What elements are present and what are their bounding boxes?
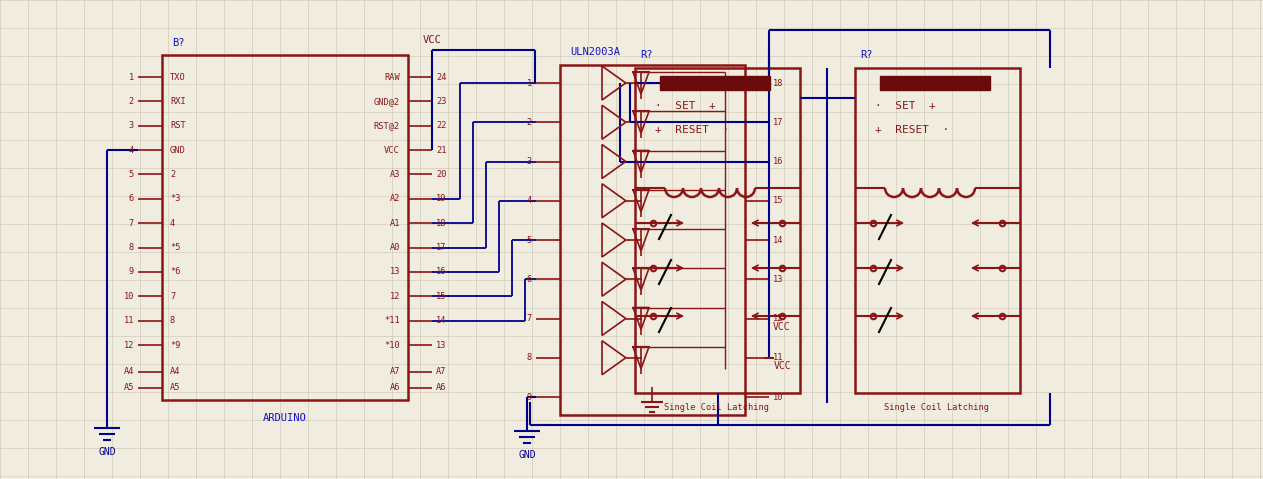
Text: 9: 9 <box>129 267 134 276</box>
Bar <box>162 55 408 400</box>
Text: 2: 2 <box>171 170 176 179</box>
Text: 24: 24 <box>436 72 447 81</box>
Text: 20: 20 <box>436 170 447 179</box>
Text: 14: 14 <box>773 236 783 244</box>
Text: 9: 9 <box>527 392 532 401</box>
Text: A0: A0 <box>389 243 400 252</box>
Text: 15: 15 <box>436 292 447 301</box>
Text: 7: 7 <box>171 292 176 301</box>
Text: A7: A7 <box>436 367 447 376</box>
Text: Single Coil Latching: Single Coil Latching <box>664 403 769 412</box>
Text: 10: 10 <box>124 292 134 301</box>
Text: A7: A7 <box>389 367 400 376</box>
Text: VCC: VCC <box>773 321 791 331</box>
Text: A6: A6 <box>389 384 400 392</box>
Bar <box>880 76 990 90</box>
Text: 16: 16 <box>773 157 783 166</box>
Text: GND: GND <box>518 450 536 460</box>
Text: RAW: RAW <box>384 72 400 81</box>
Text: 23: 23 <box>436 97 447 106</box>
Text: 5: 5 <box>527 236 532 244</box>
Text: A6: A6 <box>436 384 447 392</box>
Text: 17: 17 <box>773 118 783 127</box>
Text: 13: 13 <box>436 341 447 350</box>
Text: +  RESET  ·: + RESET · <box>875 125 950 135</box>
Bar <box>855 68 1021 393</box>
Text: 11: 11 <box>773 353 783 362</box>
Text: 8: 8 <box>171 316 176 325</box>
Bar <box>661 76 770 90</box>
Text: 17: 17 <box>436 243 447 252</box>
Text: TXO: TXO <box>171 72 186 81</box>
Text: ULN2003A: ULN2003A <box>570 47 620 57</box>
Text: B?: B? <box>172 38 184 48</box>
Text: A4: A4 <box>124 367 134 376</box>
Text: 18: 18 <box>773 79 783 88</box>
Text: 12: 12 <box>389 292 400 301</box>
Text: GND@2: GND@2 <box>374 97 400 106</box>
Text: 1: 1 <box>129 72 134 81</box>
Text: 11: 11 <box>124 316 134 325</box>
Text: 13: 13 <box>773 275 783 284</box>
Text: Single Coil Latching: Single Coil Latching <box>884 403 989 412</box>
Text: 15: 15 <box>773 196 783 205</box>
Text: VCC: VCC <box>384 146 400 155</box>
Text: *3: *3 <box>171 194 181 203</box>
Text: A2: A2 <box>389 194 400 203</box>
Text: 19: 19 <box>436 194 447 203</box>
Text: R?: R? <box>860 50 873 60</box>
Text: 12: 12 <box>773 314 783 323</box>
Text: 16: 16 <box>436 267 447 276</box>
Text: 7: 7 <box>129 219 134 228</box>
Text: 4: 4 <box>129 146 134 155</box>
Text: 6: 6 <box>527 275 532 284</box>
Text: 8: 8 <box>527 353 532 362</box>
Text: 22: 22 <box>436 121 447 130</box>
Text: GND: GND <box>171 146 186 155</box>
Text: GND: GND <box>99 447 116 457</box>
Text: VCC: VCC <box>423 35 441 45</box>
Text: R?: R? <box>640 50 653 60</box>
Text: 21: 21 <box>436 146 447 155</box>
Text: *10: *10 <box>384 341 400 350</box>
Text: RST: RST <box>171 121 186 130</box>
Text: 3: 3 <box>129 121 134 130</box>
Text: 2: 2 <box>527 118 532 127</box>
Text: 8: 8 <box>129 243 134 252</box>
Text: 18: 18 <box>436 219 447 228</box>
Text: ARDUINO: ARDUINO <box>263 413 307 423</box>
Text: RST@2: RST@2 <box>374 121 400 130</box>
Text: 6: 6 <box>129 194 134 203</box>
Text: A5: A5 <box>124 384 134 392</box>
Text: 4: 4 <box>171 219 176 228</box>
Text: +  RESET  ·: + RESET · <box>655 125 729 135</box>
Text: 5: 5 <box>129 170 134 179</box>
Text: 14: 14 <box>436 316 447 325</box>
Text: VCC: VCC <box>774 361 792 371</box>
Text: ·  SET  +: · SET + <box>875 101 936 111</box>
Text: A5: A5 <box>171 384 181 392</box>
Text: 13: 13 <box>389 267 400 276</box>
Text: A3: A3 <box>389 170 400 179</box>
Text: 2: 2 <box>129 97 134 106</box>
Bar <box>635 68 799 393</box>
Text: 3: 3 <box>527 157 532 166</box>
Text: 12: 12 <box>124 341 134 350</box>
Text: *6: *6 <box>171 267 181 276</box>
Text: 7: 7 <box>527 314 532 323</box>
Text: *5: *5 <box>171 243 181 252</box>
Text: A1: A1 <box>389 219 400 228</box>
Text: RXI: RXI <box>171 97 186 106</box>
Bar <box>560 65 745 415</box>
Text: 4: 4 <box>527 196 532 205</box>
Text: *9: *9 <box>171 341 181 350</box>
Text: *11: *11 <box>384 316 400 325</box>
Text: 1: 1 <box>527 79 532 88</box>
Text: ·  SET  +: · SET + <box>655 101 716 111</box>
Text: A4: A4 <box>171 367 181 376</box>
Text: 10: 10 <box>773 392 783 401</box>
